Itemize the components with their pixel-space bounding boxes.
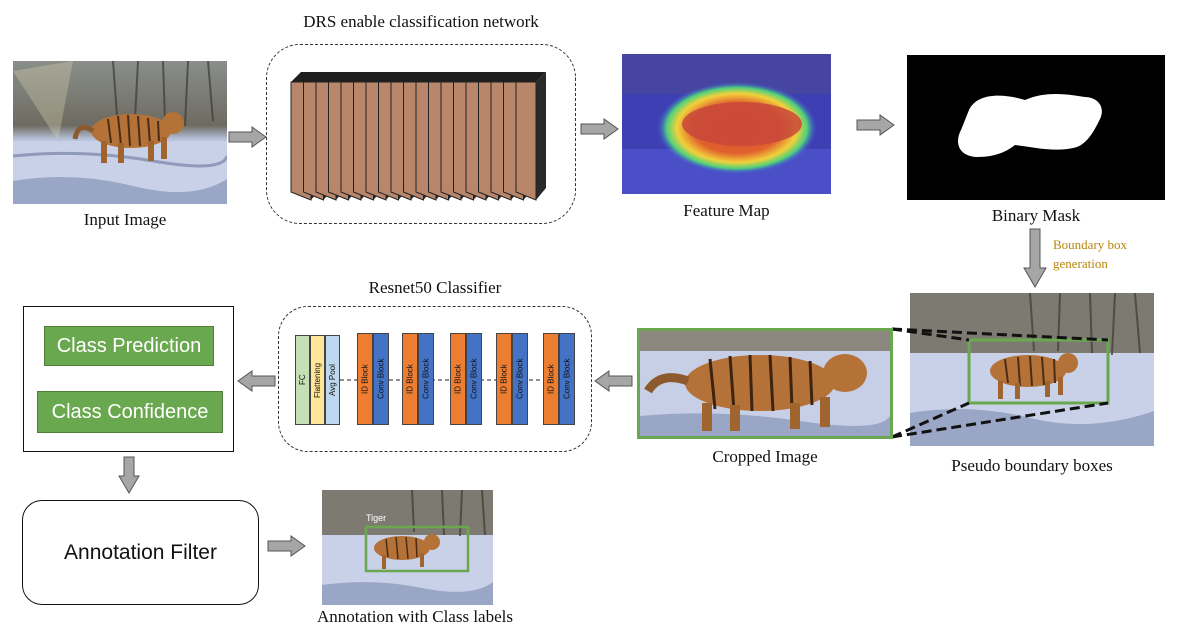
arrow-icon: [228, 126, 267, 148]
fc-layer: [295, 335, 310, 425]
drs-layer-stack: [290, 72, 546, 201]
id-block-5-label: ID Block: [546, 364, 556, 394]
output-box: [23, 306, 234, 452]
input-image-label: Input Image: [83, 210, 167, 229]
arrow-icon: [267, 535, 306, 557]
resnet50-box: [278, 306, 592, 452]
pseudo-boxes-label: Pseudo boundary boxes: [951, 456, 1113, 475]
conv-block-1-label: Conv Block: [376, 358, 386, 400]
boundary-box-generation-label: Boundary box generation: [1053, 235, 1127, 273]
binary-mask-image: [907, 55, 1165, 200]
boundary-box-generation-line2: generation: [1053, 256, 1108, 271]
conv-block-1: [373, 333, 389, 425]
conv-block-4-label: Conv Block: [515, 358, 525, 400]
annotated-photo: [322, 490, 493, 605]
class-confidence-label: Class Confidence: [37, 391, 223, 433]
resnet50-title: Resnet50 Classifier: [368, 278, 502, 297]
conv-block-2-label: Conv Block: [421, 358, 431, 400]
conv-block-3: [466, 333, 482, 425]
cropped-image-label: Cropped Image: [712, 447, 818, 466]
id-block-2: [402, 333, 418, 425]
flattening-layer: [310, 335, 325, 425]
arrow-left-icon: [237, 370, 276, 392]
heatmap-photo: [622, 54, 831, 194]
annotation-filter-label: Annotation Filter: [64, 540, 217, 564]
tiger-tag: Tiger: [366, 513, 387, 523]
id-block-2-label: ID Block: [405, 364, 415, 394]
pseudo-boxes-photo: [910, 293, 1154, 446]
drs-layer-top: [516, 72, 546, 82]
avg-pool-layer-label: Avg Pool: [328, 364, 337, 396]
fc-layer-label: FC: [298, 374, 307, 386]
feature-map-label: Feature Map: [683, 201, 770, 220]
mask-shape: [958, 93, 1102, 157]
conv-block-3-label: Conv Block: [469, 358, 479, 400]
feature-map-image: [622, 54, 831, 194]
class-prediction-label: Class Prediction: [44, 326, 214, 366]
drs-network-title: DRS enable classification network: [303, 12, 539, 31]
pseudo-boxes-image: [910, 293, 1154, 446]
arrow-icon: [580, 118, 619, 140]
arrow-down-icon: [118, 456, 140, 494]
conv-block-2: [418, 333, 434, 425]
input-image: [13, 61, 227, 204]
annotation-label: Annotation with Class labels: [317, 607, 513, 626]
conv-block-5-label: Conv Block: [562, 358, 572, 400]
id-block-3-label: ID Block: [453, 364, 463, 394]
boundary-box-generation-line1: Boundary box: [1053, 237, 1128, 252]
binary-mask-label: Binary Mask: [991, 206, 1081, 225]
arrow-down-icon: [1023, 228, 1047, 288]
drs-layer-side: [536, 72, 546, 200]
input-image-photo: [13, 61, 227, 204]
conv-block-4: [512, 333, 528, 425]
cropped-image: [637, 328, 893, 439]
id-block-4-label: ID Block: [499, 364, 509, 394]
avg-pool-layer: [325, 335, 340, 425]
flattening-layer-label: Flattening: [313, 362, 322, 398]
annotated-image: Tiger: [322, 490, 493, 605]
annotation-filter-box: Annotation Filter: [22, 500, 259, 605]
arrow-icon: [856, 114, 895, 136]
id-block-1-label: ID Block: [360, 364, 370, 394]
drs-network-box: [266, 44, 576, 224]
conv-block-5: [559, 333, 575, 425]
arrow-left-icon: [594, 370, 633, 392]
cropped-tiger-photo: [640, 331, 890, 436]
id-block-4: [496, 333, 512, 425]
id-block-5: [543, 333, 559, 425]
id-block-3: [450, 333, 466, 425]
id-block-1: [357, 333, 373, 425]
